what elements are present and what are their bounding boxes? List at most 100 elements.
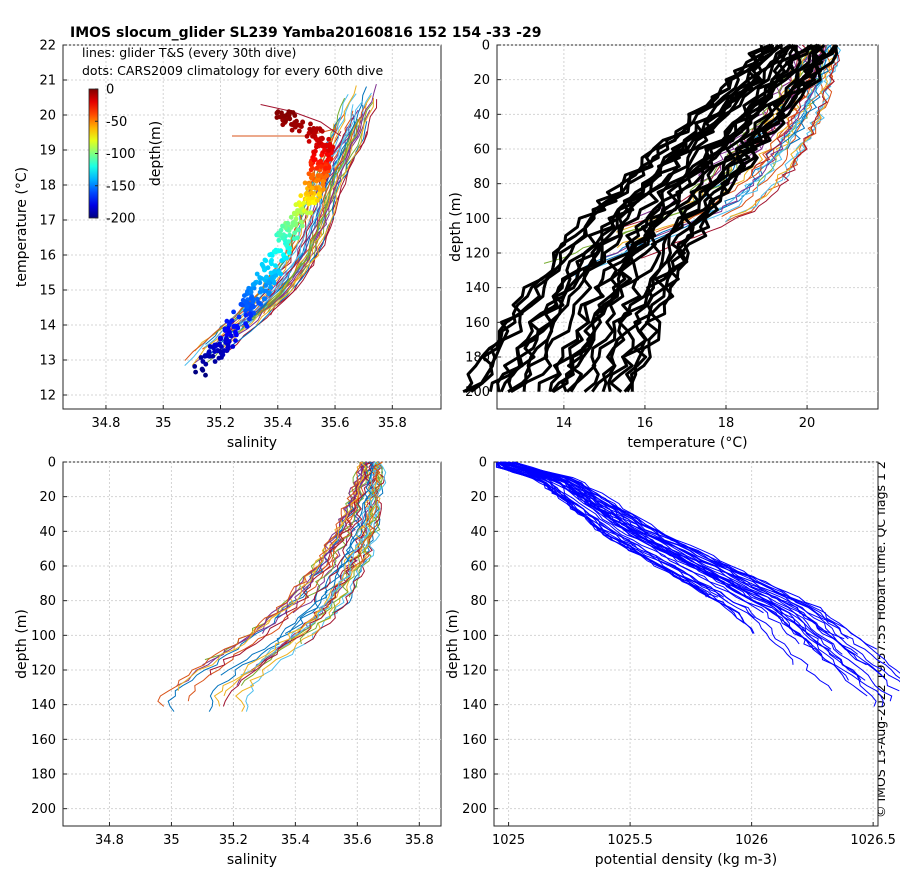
climatology-temperature-line xyxy=(522,43,791,392)
climatology-dot xyxy=(320,142,326,148)
x-tick-label: 35 xyxy=(155,416,172,431)
climatology-dot xyxy=(295,227,301,233)
climatology-dot xyxy=(281,113,287,119)
climatology-dot xyxy=(236,314,242,320)
climatology-dot xyxy=(250,299,256,305)
y-tick-label: 20 xyxy=(473,73,490,88)
climatology-dot xyxy=(316,140,322,146)
y-tick-label: 140 xyxy=(31,698,56,713)
climatology-dot xyxy=(309,190,314,196)
climatology-dot xyxy=(263,283,269,288)
y-tick-label: 200 xyxy=(465,385,490,400)
climatology-dot xyxy=(298,193,304,199)
y-tick-label: 0 xyxy=(48,456,56,471)
climatology-dot xyxy=(283,255,289,261)
climatology-dot xyxy=(301,200,306,206)
climatology-dot xyxy=(202,353,208,358)
climatology-dot xyxy=(307,126,313,132)
panel-density-profile: 1025 1025.5 1026 1026.5 0 20 40 60 80 100 120 140 16… xyxy=(445,456,900,868)
climatology-dot xyxy=(233,329,238,335)
glider-salinity-line xyxy=(359,461,387,572)
glider-salinity-line xyxy=(350,461,383,572)
climatology-dot xyxy=(309,165,315,171)
glider-density-line xyxy=(496,461,755,619)
climatology-dot xyxy=(294,118,299,124)
climatology-dot xyxy=(320,182,326,188)
glider-temperature-line xyxy=(641,44,840,259)
y-tick-label: 20 xyxy=(39,490,56,505)
climatology-dot xyxy=(308,175,314,181)
x-tick-label: 35.2 xyxy=(206,416,235,431)
glider-density-line xyxy=(496,461,724,598)
x-tick-label: 35.2 xyxy=(219,833,248,848)
climatology-temperature-line xyxy=(630,44,839,392)
climatology-dot xyxy=(316,192,321,197)
y-tick-label: 140 xyxy=(462,698,487,713)
legend-dots-text: dots: CARS2009 climatology for every 60t… xyxy=(82,63,383,78)
climatology-dot xyxy=(228,333,234,339)
x-axis-label: potential density (kg m-3) xyxy=(595,852,777,868)
y-axis-label: depth (m) xyxy=(445,609,461,679)
climatology-dot xyxy=(287,232,292,238)
climatology-dot xyxy=(306,201,312,207)
climatology-dot xyxy=(248,289,254,295)
climatology-dot xyxy=(322,147,327,153)
x-tick-label: 1025 xyxy=(492,833,525,848)
climatology-dot xyxy=(313,185,319,191)
climatology-dot xyxy=(238,301,244,307)
y-axis-label: depth (m) xyxy=(14,609,30,679)
climatology-dot xyxy=(269,253,275,258)
climatology-dot xyxy=(193,369,199,375)
x-tick-label: 35.6 xyxy=(321,416,350,431)
glider-ts-line xyxy=(255,97,374,326)
panel-ts-diagram: 34.8 35 35.2 35.4 35.6 35.8 12 13 14 15 16 17 18 19 20… xyxy=(14,39,442,451)
climatology-dot xyxy=(324,173,330,179)
climatology-dot xyxy=(274,110,280,116)
climatology-dot xyxy=(289,127,295,133)
climatology-dot xyxy=(199,366,205,372)
y-tick-label: 200 xyxy=(31,802,56,817)
climatology-dot xyxy=(251,304,256,310)
climatology-dot xyxy=(293,221,299,226)
climatology-dot xyxy=(295,208,300,213)
climatology-dot xyxy=(318,136,323,142)
climatology-dot xyxy=(231,309,237,315)
climatology-dot xyxy=(306,139,312,144)
climatology-temperature-line xyxy=(462,43,772,394)
climatology-dot xyxy=(242,293,247,298)
glider-salinity-line xyxy=(299,461,382,645)
x-tick-label: 35.6 xyxy=(343,833,372,848)
climatology-dot xyxy=(292,230,297,236)
y-tick-label: 19 xyxy=(39,144,56,159)
climatology-dot xyxy=(257,275,263,281)
climatology-dot xyxy=(309,185,315,191)
climatology-dot xyxy=(306,171,312,177)
colorbar-label: depth(m) xyxy=(148,121,164,186)
climatology-dot xyxy=(220,352,225,357)
climatology-dot xyxy=(317,126,323,132)
y-tick-label: 180 xyxy=(462,768,487,783)
climatology-dot xyxy=(308,121,313,127)
glider-density-line xyxy=(495,461,745,624)
climatology-dot xyxy=(262,267,267,273)
climatology-dot xyxy=(227,320,233,326)
climatology-dot xyxy=(276,237,282,243)
y-axis-label: temperature (°C) xyxy=(14,167,30,287)
climatology-dot xyxy=(233,338,238,343)
glider-salinity-line xyxy=(209,461,372,676)
climatology-dot xyxy=(212,349,218,354)
glider-temperature-line xyxy=(787,44,832,150)
climatology-dot xyxy=(314,144,319,150)
climatology-dot xyxy=(320,179,326,184)
y-tick-label: 16 xyxy=(39,249,56,264)
x-axis-label: salinity xyxy=(227,852,277,868)
climatology-dot xyxy=(266,280,272,285)
climatology-dot xyxy=(321,186,326,192)
glider-salinity-line xyxy=(187,461,369,702)
climatology-dot xyxy=(304,210,310,216)
y-tick-label: 20 xyxy=(470,490,487,505)
x-tick-label: 35.8 xyxy=(405,833,434,848)
y-tick-label: 160 xyxy=(465,316,490,331)
y-tick-label: 120 xyxy=(31,664,56,679)
y-tick-label: 120 xyxy=(462,664,487,679)
